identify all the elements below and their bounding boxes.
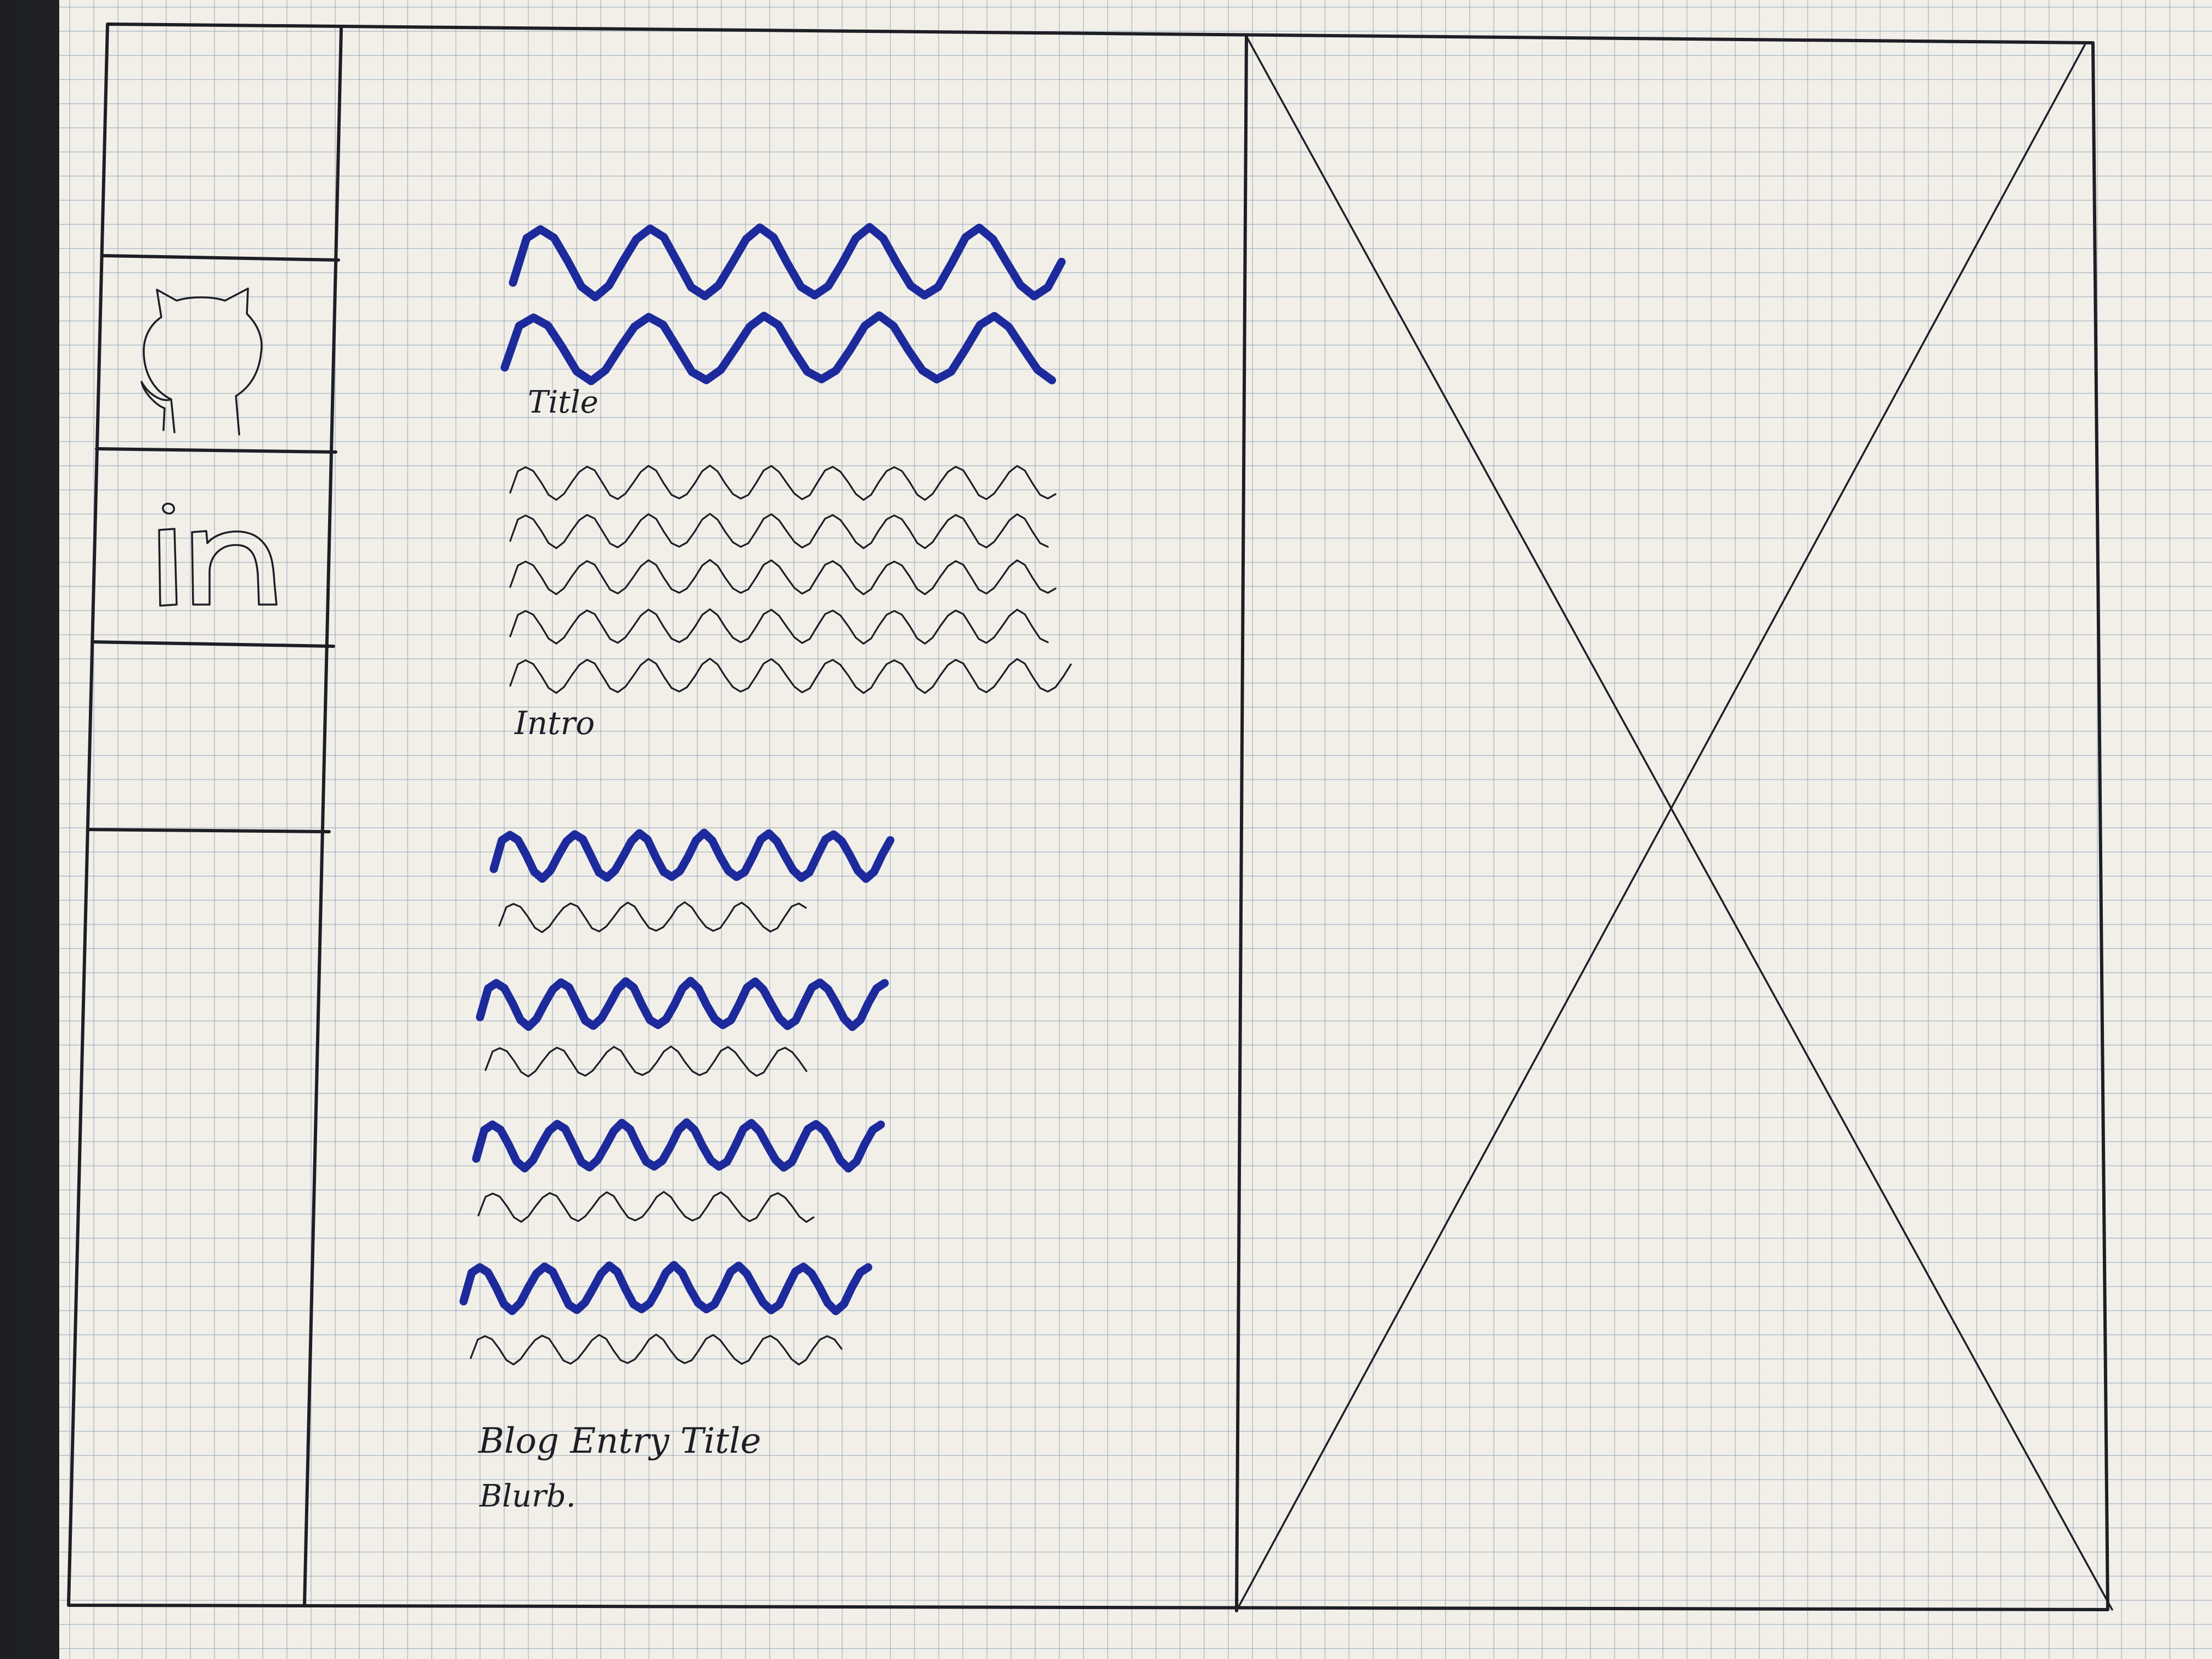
- blog-entry-blurb-line: [486, 1047, 806, 1077]
- blog-entry-title-line[interactable]: [480, 981, 885, 1027]
- title-label: Title: [528, 385, 599, 420]
- intro-line: [510, 659, 1071, 693]
- blog-entry-blurb-line: [471, 1335, 842, 1365]
- sidebar-divider-4: [88, 830, 329, 832]
- intro-line: [510, 610, 1048, 644]
- sidebar-item-linkedin[interactable]: [159, 504, 276, 606]
- blog-entry-title-label: Blog Entry Title: [478, 1421, 761, 1462]
- blog-entry-title-line[interactable]: [494, 833, 890, 879]
- blog-entry[interactable]: [476, 1122, 881, 1222]
- blog-entry[interactable]: [464, 1265, 868, 1364]
- intro-line: [510, 514, 1048, 549]
- blog-entry-blurb-line: [478, 1192, 814, 1222]
- sidebar: [88, 27, 341, 1605]
- linkedin-icon[interactable]: [159, 504, 276, 606]
- intro-label: Intro: [514, 704, 595, 742]
- title-line-2: [505, 315, 1052, 381]
- blog-entry-title-line[interactable]: [476, 1122, 881, 1169]
- blog-entry[interactable]: [480, 981, 885, 1076]
- intro-line: [510, 560, 1056, 595]
- blog-entry[interactable]: [494, 833, 890, 932]
- blurb-label: Blurb.: [479, 1479, 576, 1514]
- sidebar-divider-2: [97, 449, 336, 452]
- image-placeholder-left-border: [1237, 36, 1246, 1611]
- x-cross-placeholder: [1238, 38, 2112, 1610]
- blog-entry-title-line[interactable]: [464, 1265, 868, 1311]
- image-placeholder: [1237, 36, 2112, 1611]
- page-frame: [69, 24, 2108, 1610]
- sidebar-item-github[interactable]: [142, 289, 262, 435]
- sidebar-item-blank-2[interactable]: [88, 834, 327, 1602]
- blog-entry-blurb-line: [499, 902, 806, 933]
- sidebar-item-blank-1[interactable]: [92, 647, 331, 828]
- github-octocat-icon[interactable]: [142, 289, 262, 435]
- blog-entry-list: [464, 833, 890, 1364]
- intro-scribble: [510, 466, 1071, 693]
- title-line-1: [513, 227, 1062, 297]
- title-scribble: [505, 227, 1062, 381]
- sidebar-divider-3: [92, 642, 334, 646]
- sidebar-item-blank-top[interactable]: [104, 30, 338, 253]
- sidebar-divider-1: [102, 256, 338, 260]
- intro-line: [510, 466, 1056, 500]
